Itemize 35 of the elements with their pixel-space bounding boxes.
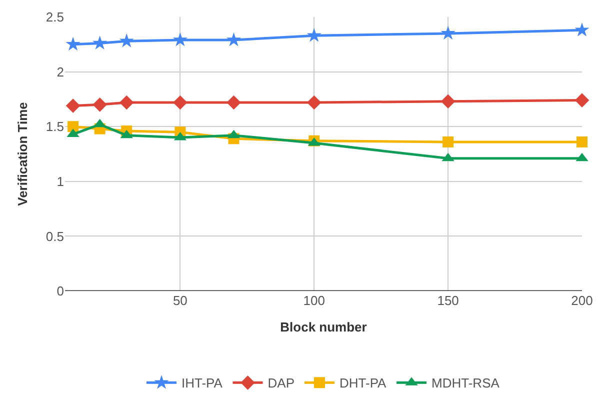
point	[440, 94, 456, 109]
point	[66, 98, 80, 113]
x-tick-label: 150	[437, 293, 459, 308]
y-tick-label: 1	[56, 174, 64, 189]
point	[66, 36, 80, 51]
x-axis-title: Block number	[280, 320, 367, 335]
point	[574, 93, 590, 108]
point	[92, 98, 107, 112]
x-tick-label: 100	[303, 293, 325, 308]
y-tick-label: 1.5	[46, 119, 64, 134]
point	[119, 95, 134, 110]
point	[574, 22, 590, 36]
point	[442, 136, 454, 148]
point	[173, 95, 188, 110]
y-tick-label: 2.5	[46, 10, 64, 25]
point	[440, 26, 456, 40]
x-tick-label: 50	[172, 293, 188, 308]
y-axis-title: Verification Time	[14, 102, 30, 206]
point	[226, 95, 241, 110]
legend-label: MDHT-RSA	[432, 376, 500, 391]
point	[306, 95, 322, 110]
y-tick-label: 0.5	[46, 228, 64, 244]
point	[576, 136, 588, 148]
point	[119, 33, 134, 48]
y-tick-label: 2	[56, 64, 64, 80]
point	[68, 121, 79, 132]
legend-label: DAP	[268, 376, 294, 391]
point	[92, 36, 108, 50]
legend-label: IHT-PA	[182, 376, 223, 391]
y-tick-label: 0	[56, 284, 64, 299]
point	[172, 32, 188, 46]
point	[226, 32, 242, 46]
x-tick-label: 200	[571, 293, 593, 308]
point	[306, 28, 322, 42]
legend-label: DHT-PA	[339, 376, 387, 391]
